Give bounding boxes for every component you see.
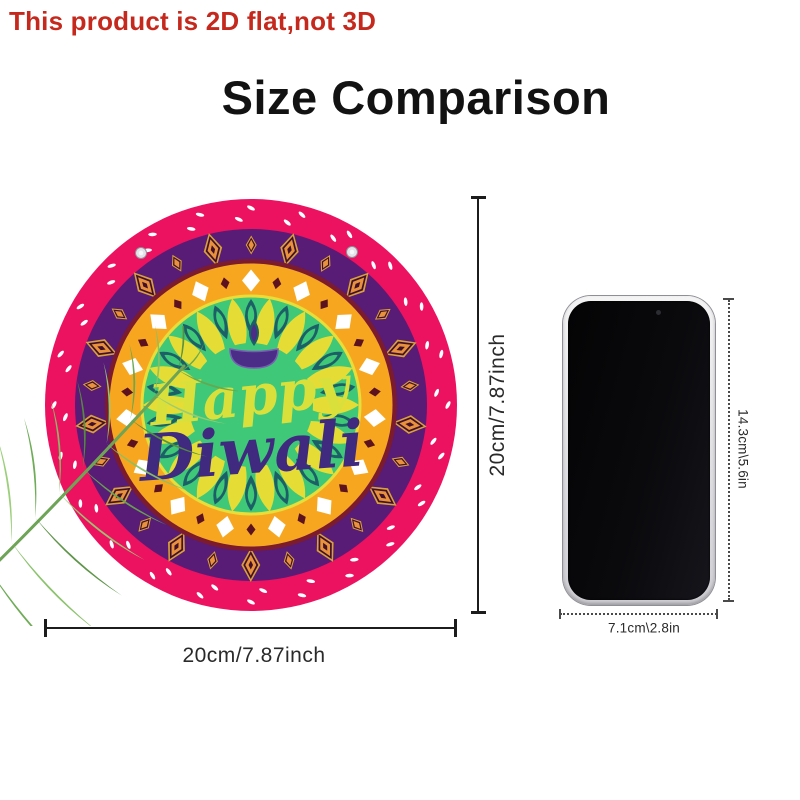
phone-width-dimension-line (560, 613, 717, 615)
sign-width-left-cap (44, 619, 47, 637)
greeting-line2: Diwali (135, 406, 367, 497)
diya-lamp-icon (229, 319, 279, 369)
sign-height-label: 20cm/7.87inch (486, 333, 509, 477)
sign-width-right-cap (454, 619, 457, 637)
sign-height-bottom-cap (471, 611, 486, 614)
diwali-sign: Happy Diwali (45, 199, 457, 611)
phone-width-right-cap (716, 609, 718, 619)
phone-screen (568, 301, 710, 600)
sign-height-dimension-line (477, 198, 479, 612)
phone-height-bottom-cap (723, 600, 734, 602)
phone-height-dimension-line (728, 300, 730, 600)
sign-width-dimension-line (45, 627, 456, 629)
page-title: Size Comparison (221, 71, 611, 124)
sign-width-label: 20cm/7.87inch (182, 644, 326, 667)
phone-height-top-cap (723, 298, 734, 300)
phone-height-label: 14.3cm\5.6in (735, 409, 751, 489)
phone-width-label: 7.1cm\2.8in (608, 620, 680, 636)
phone-camera-dot (656, 310, 662, 315)
phone-width-left-cap (559, 609, 561, 619)
diwali-sign-artwork: Happy Diwali (45, 199, 457, 611)
grommet-holes (135, 246, 358, 259)
sign-height-top-cap (471, 196, 486, 199)
disclaimer-text: This product is 2D flat,not 3D (9, 6, 377, 36)
smartphone (563, 296, 715, 605)
